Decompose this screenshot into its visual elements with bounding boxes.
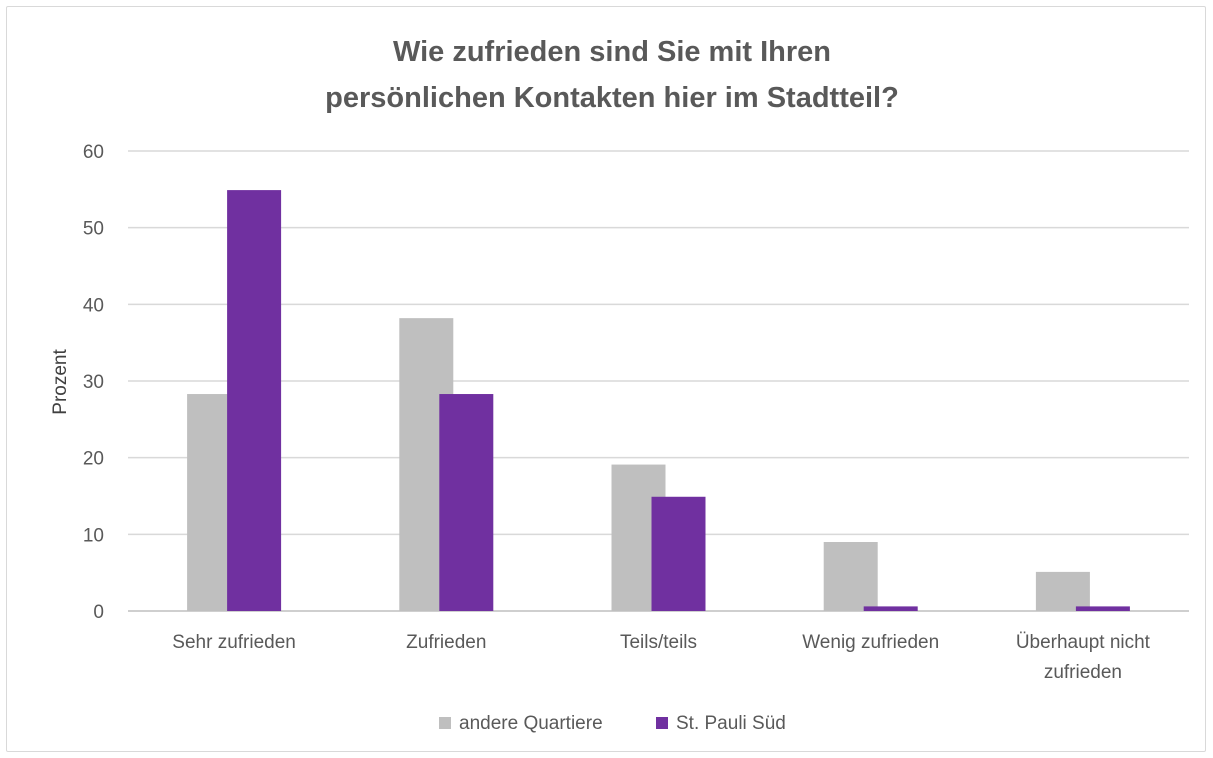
- y-tick-label: 40: [83, 295, 104, 316]
- x-category-label: Teils/teils: [620, 632, 697, 653]
- bar: [227, 190, 282, 611]
- bar: [823, 542, 878, 611]
- y-tick-label: 30: [83, 372, 104, 393]
- x-category-label: Sehr zufrieden: [172, 632, 296, 653]
- x-category-label: Überhaupt nicht: [1016, 632, 1151, 653]
- bar: [651, 496, 706, 611]
- bar: [1075, 606, 1130, 611]
- gridlines: [128, 150, 1189, 612]
- y-axis-title: Prozent: [50, 349, 71, 415]
- bars: [187, 190, 1130, 611]
- chart-title-line: persönlichen Kontakten hier im Stadtteil…: [325, 82, 899, 114]
- x-category-label: Wenig zufrieden: [802, 632, 939, 653]
- legend-label: andere Quartiere: [459, 713, 603, 734]
- x-axis-categories: Sehr zufrieden Zufrieden Teils/teils Wenig …: [172, 632, 1150, 683]
- bar: [439, 394, 494, 611]
- chart-title-line: Wie zufrieden sind Sie mit Ihren: [393, 36, 831, 68]
- y-axis-label: Prozent: [50, 349, 71, 415]
- y-tick-label: 0: [93, 602, 104, 623]
- y-tick-label: 60: [83, 142, 104, 163]
- y-axis-ticks: 0 10 20 30 40 50 60: [83, 142, 104, 623]
- legend-swatch: [439, 717, 451, 729]
- y-tick-label: 50: [83, 219, 104, 240]
- y-tick-label: 10: [83, 525, 104, 546]
- legend: andere Quartiere St. Pauli Süd: [439, 713, 786, 734]
- bar: [863, 606, 918, 611]
- x-category-label: Zufrieden: [406, 632, 486, 653]
- legend-label: St. Pauli Süd: [676, 713, 786, 734]
- bar: [1035, 571, 1090, 611]
- x-category-label: zufrieden: [1044, 662, 1122, 683]
- y-tick-label: 20: [83, 449, 104, 470]
- legend-swatch: [656, 717, 668, 729]
- chart-frame: [6, 6, 1206, 752]
- chart-title: Wie zufrieden sind Sie mit Ihren persönli…: [325, 36, 899, 114]
